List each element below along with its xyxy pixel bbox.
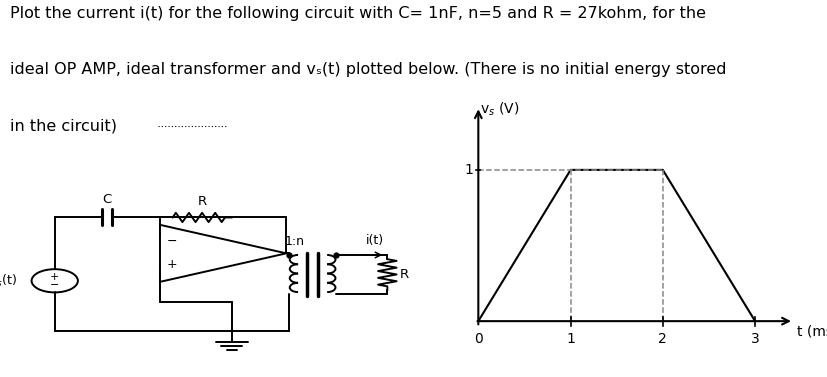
Text: C: C (103, 193, 112, 206)
Text: 1:n: 1:n (284, 234, 304, 248)
Text: v$_s$(t): v$_s$(t) (0, 273, 17, 289)
Text: 3: 3 (751, 332, 759, 346)
Text: −: − (50, 280, 60, 290)
Text: 0: 0 (474, 332, 483, 346)
Text: 1: 1 (465, 163, 474, 177)
Text: R: R (400, 268, 409, 281)
Text: ideal OP AMP, ideal transformer and vₛ(t) plotted below. (There is no initial en: ideal OP AMP, ideal transformer and vₛ(t… (10, 62, 726, 77)
Text: v$_s$ (V): v$_s$ (V) (480, 100, 519, 118)
Text: in the circuit): in the circuit) (10, 119, 117, 134)
Text: −: − (166, 235, 177, 248)
Text: 1: 1 (566, 332, 575, 346)
Text: +: + (50, 272, 60, 282)
Text: +: + (166, 259, 177, 271)
Text: i(t): i(t) (366, 234, 384, 247)
Text: 2: 2 (658, 332, 667, 346)
Text: Plot the current i(t) for the following circuit with C= 1nF, n=5 and R = 27kohm,: Plot the current i(t) for the following … (10, 6, 706, 21)
Text: R: R (198, 195, 207, 208)
Text: t (ms): t (ms) (796, 325, 827, 339)
